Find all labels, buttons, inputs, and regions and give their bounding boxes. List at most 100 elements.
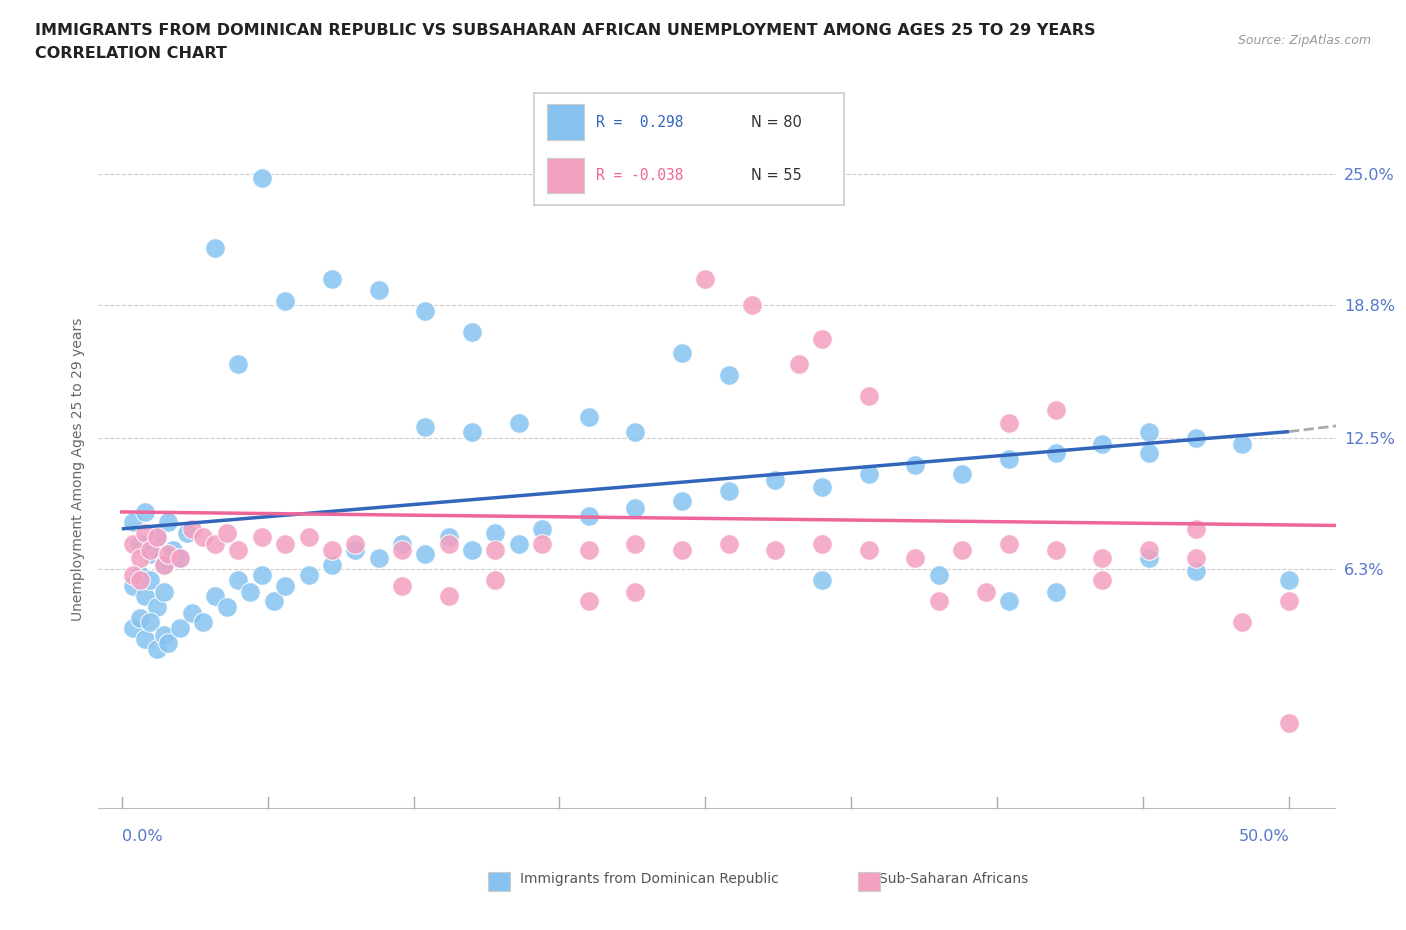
Point [1045,403,1067,418]
Point [998,452,1021,467]
Bar [547,104,583,140]
Point [858,542,880,557]
Point [228,572,250,587]
Point [1184,551,1206,565]
Point [998,593,1021,608]
Point [717,484,740,498]
Point [139,542,162,557]
Point [1045,445,1067,460]
Point [180,606,202,621]
Point [811,537,834,551]
Point [413,547,436,562]
Point [1278,716,1301,731]
Point [146,530,169,545]
Point [157,635,180,650]
Point [671,542,693,557]
Point [297,568,319,583]
Point [578,509,600,524]
Text: Sub-Saharan Africans: Sub-Saharan Africans [879,871,1028,886]
Point [765,542,787,557]
Point [274,293,297,308]
Point [671,346,693,361]
Point [321,542,343,557]
Point [239,585,262,600]
Text: R = -0.038: R = -0.038 [596,168,683,183]
Point [928,568,950,583]
Point [169,551,191,565]
Point [413,420,436,435]
Point [204,240,226,255]
Point [695,272,717,286]
Point [152,627,174,642]
Point [180,522,202,537]
Point [169,551,191,565]
Point [508,537,530,551]
Point [624,424,647,439]
Point [157,547,180,562]
Point [1278,572,1301,587]
Point [1091,572,1114,587]
Point [344,537,367,551]
Point [193,615,215,630]
Point [578,409,600,424]
Point [250,170,273,185]
Point [228,542,250,557]
Point [1184,431,1206,445]
Point [811,572,834,587]
Point [321,557,343,572]
Point [998,416,1021,431]
Point [578,542,600,557]
Point [1137,445,1160,460]
Point [811,331,834,346]
Point [122,578,145,593]
Point [741,298,763,312]
Point [169,620,191,635]
Point [1184,522,1206,537]
Point [367,551,389,565]
Point [162,542,184,557]
Point [391,578,413,593]
Point [950,542,973,557]
Point [461,325,484,339]
Point [129,572,152,587]
Point [134,589,156,604]
Point [624,585,647,600]
Point [139,572,162,587]
Point [437,537,460,551]
Text: Source: ZipAtlas.com: Source: ZipAtlas.com [1237,34,1371,47]
Point [250,530,273,545]
Point [152,557,174,572]
Point [129,537,152,551]
Point [717,537,740,551]
Point [624,500,647,515]
Point [787,356,810,371]
Point [129,551,152,565]
Point [950,467,973,482]
Point [974,585,997,600]
Point [274,537,297,551]
Text: CORRELATION CHART: CORRELATION CHART [35,46,226,61]
Text: IMMIGRANTS FROM DOMINICAN REPUBLIC VS SUBSAHARAN AFRICAN UNEMPLOYMENT AMONG AGES: IMMIGRANTS FROM DOMINICAN REPUBLIC VS SU… [35,23,1095,38]
Point [157,515,180,530]
Point [139,615,162,630]
Point [250,568,273,583]
Point [530,522,553,537]
Point [904,551,927,565]
Point [152,585,174,600]
Point [391,537,413,551]
Point [904,458,927,472]
Point [461,424,484,439]
Point [508,416,530,431]
Point [484,542,506,557]
Point [928,593,950,608]
Point [146,642,169,657]
Point [413,304,436,319]
Text: 50.0%: 50.0% [1239,829,1289,844]
Point [134,525,156,540]
Point [1232,437,1254,452]
Point [152,557,174,572]
Point [1045,585,1067,600]
Point [204,589,226,604]
Point [344,542,367,557]
Point [122,515,145,530]
